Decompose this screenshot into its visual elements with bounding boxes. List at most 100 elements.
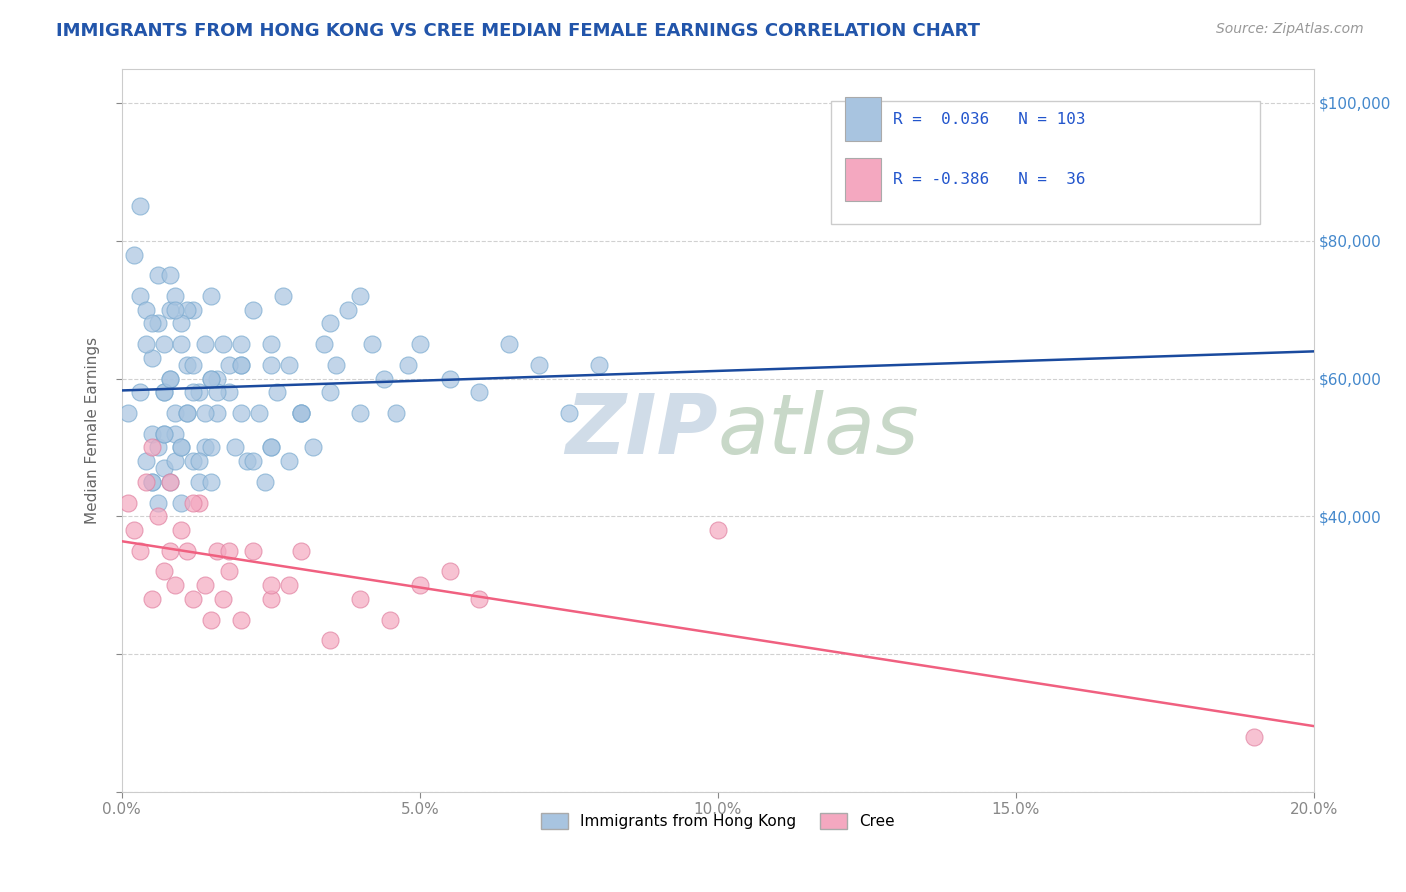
- Point: [242, 544, 264, 558]
- Point: [188, 454, 211, 468]
- Point: [260, 578, 283, 592]
- Point: [152, 426, 174, 441]
- Point: [146, 268, 169, 283]
- Point: [277, 578, 299, 592]
- Point: [170, 441, 193, 455]
- Point: [176, 358, 198, 372]
- Point: [468, 385, 491, 400]
- Point: [247, 406, 270, 420]
- Point: [290, 406, 312, 420]
- Point: [385, 406, 408, 420]
- Point: [378, 613, 401, 627]
- Point: [229, 406, 252, 420]
- Point: [194, 337, 217, 351]
- Point: [170, 523, 193, 537]
- Point: [165, 302, 187, 317]
- Point: [170, 441, 193, 455]
- Point: [165, 289, 187, 303]
- Point: [170, 337, 193, 351]
- Point: [128, 199, 150, 213]
- Point: [242, 454, 264, 468]
- Legend: Immigrants from Hong Kong, Cree: Immigrants from Hong Kong, Cree: [534, 806, 901, 835]
- Point: [229, 358, 252, 372]
- Point: [159, 302, 181, 317]
- Point: [218, 385, 240, 400]
- Point: [176, 544, 198, 558]
- Point: [205, 371, 228, 385]
- Point: [135, 475, 157, 489]
- Point: [176, 406, 198, 420]
- Point: [141, 475, 163, 489]
- Point: [141, 592, 163, 607]
- Point: [122, 523, 145, 537]
- Point: [409, 337, 432, 351]
- Point: [319, 317, 342, 331]
- Point: [314, 337, 336, 351]
- Point: [242, 302, 264, 317]
- Point: [135, 302, 157, 317]
- Point: [188, 475, 211, 489]
- Text: atlas: atlas: [718, 390, 920, 471]
- FancyBboxPatch shape: [831, 101, 1260, 224]
- Point: [439, 371, 461, 385]
- Point: [224, 441, 246, 455]
- Point: [290, 406, 312, 420]
- Point: [165, 426, 187, 441]
- Point: [135, 454, 157, 468]
- Point: [165, 406, 187, 420]
- Point: [200, 371, 222, 385]
- Point: [200, 371, 222, 385]
- Point: [349, 406, 371, 420]
- Y-axis label: Median Female Earnings: Median Female Earnings: [86, 336, 100, 524]
- Point: [409, 578, 432, 592]
- Point: [159, 371, 181, 385]
- Point: [146, 495, 169, 509]
- Point: [165, 578, 187, 592]
- Point: [176, 302, 198, 317]
- Point: [128, 289, 150, 303]
- Point: [141, 426, 163, 441]
- Point: [229, 613, 252, 627]
- Point: [205, 385, 228, 400]
- Point: [183, 385, 205, 400]
- Point: [396, 358, 419, 372]
- Point: [152, 426, 174, 441]
- Point: [183, 454, 205, 468]
- Point: [290, 406, 312, 420]
- Point: [1243, 730, 1265, 744]
- Point: [141, 475, 163, 489]
- Point: [159, 544, 181, 558]
- Point: [194, 578, 217, 592]
- Point: [159, 371, 181, 385]
- Point: [141, 317, 163, 331]
- Point: [159, 475, 181, 489]
- Point: [218, 358, 240, 372]
- Point: [183, 358, 205, 372]
- Point: [205, 406, 228, 420]
- Point: [135, 337, 157, 351]
- Point: [152, 385, 174, 400]
- Point: [200, 613, 222, 627]
- Point: [176, 406, 198, 420]
- Point: [200, 475, 222, 489]
- Point: [707, 523, 730, 537]
- Point: [128, 544, 150, 558]
- Point: [277, 358, 299, 372]
- Point: [170, 317, 193, 331]
- Text: Source: ZipAtlas.com: Source: ZipAtlas.com: [1216, 22, 1364, 37]
- Point: [319, 385, 342, 400]
- Point: [117, 495, 139, 509]
- Text: ZIP: ZIP: [565, 390, 718, 471]
- Point: [141, 351, 163, 365]
- Point: [361, 337, 384, 351]
- Point: [165, 454, 187, 468]
- Point: [498, 337, 520, 351]
- Point: [588, 358, 610, 372]
- Point: [468, 592, 491, 607]
- Point: [205, 544, 228, 558]
- Point: [260, 441, 283, 455]
- Point: [218, 544, 240, 558]
- Point: [212, 592, 235, 607]
- Point: [373, 371, 395, 385]
- Point: [325, 358, 347, 372]
